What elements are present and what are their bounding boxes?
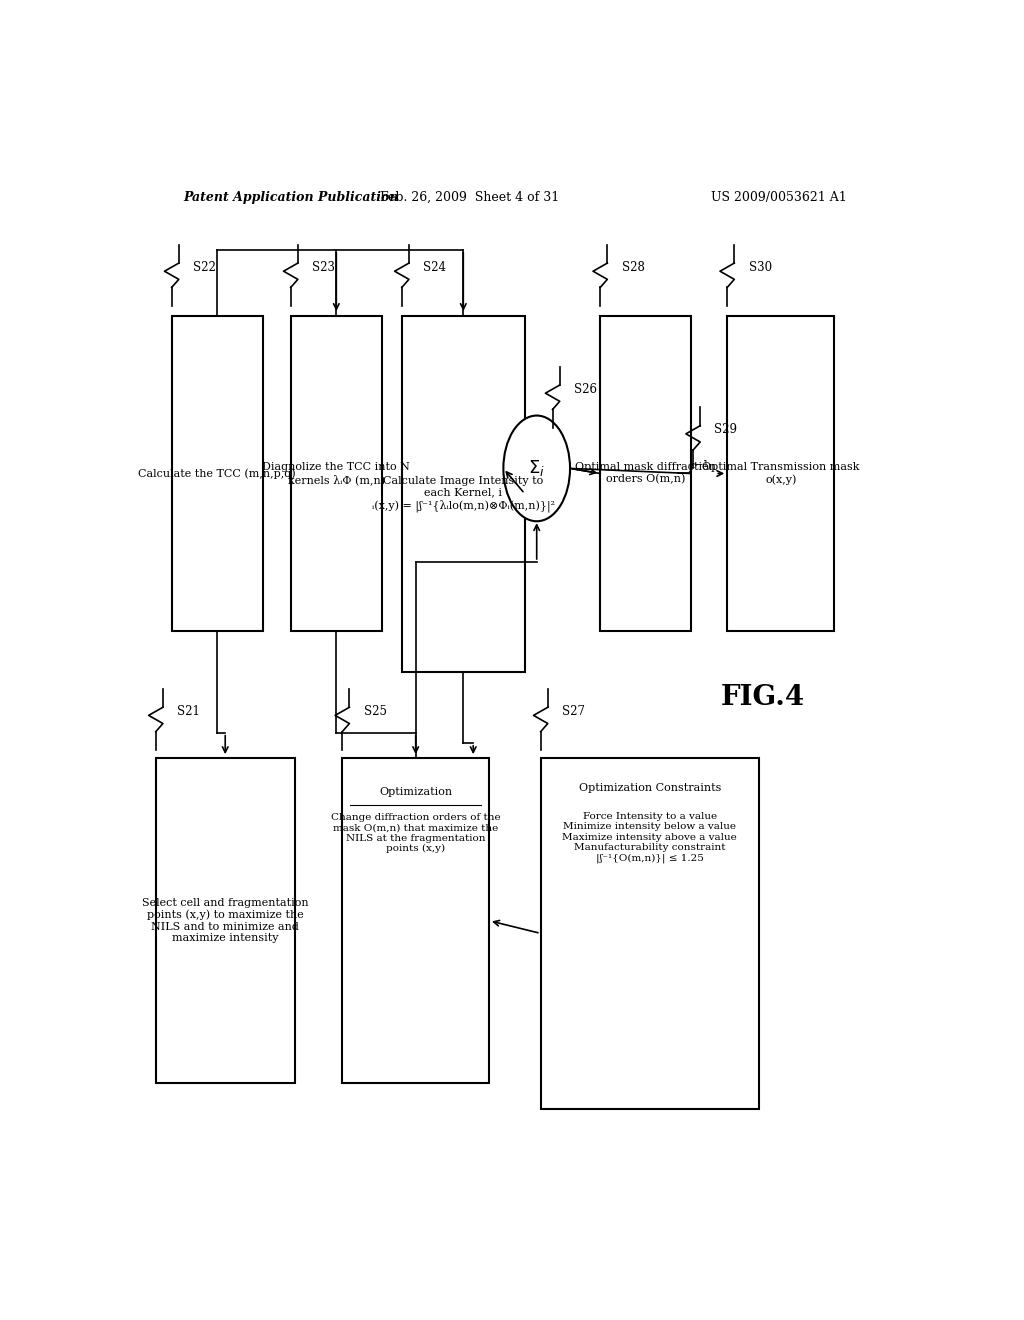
Text: $\Sigma_i$: $\Sigma_i$ (528, 458, 545, 478)
Text: Optimization Constraints: Optimization Constraints (579, 784, 721, 793)
Bar (541, 758, 759, 1109)
Text: S26: S26 (574, 383, 597, 396)
Text: S29: S29 (715, 424, 737, 437)
Text: S21: S21 (177, 705, 200, 718)
Bar (156, 758, 295, 1084)
Text: S24: S24 (423, 260, 446, 273)
Bar (727, 315, 835, 631)
Text: Optimization: Optimization (379, 787, 453, 796)
Text: US 2009/0053621 A1: US 2009/0053621 A1 (711, 190, 847, 203)
Bar (172, 315, 263, 631)
Text: Force Intensity to a value
Minimize intensity below a value
Maximize intensity a: Force Intensity to a value Minimize inte… (562, 812, 737, 863)
Text: Diagnolize the TCC into N
kernels λᵢΦ (m,n): Diagnolize the TCC into N kernels λᵢΦ (m… (262, 462, 411, 484)
Bar (342, 758, 489, 1084)
Text: S27: S27 (562, 705, 585, 718)
Bar (401, 315, 524, 672)
Text: Calculate Image Intensity to
each Kernel, i
ᵢ(x,y) = |ʃ⁻¹{λᵢlo(m,n)⊗Φᵢ(m,n)}|²: Calculate Image Intensity to each Kernel… (372, 477, 555, 512)
Text: Change diffraction orders of the
mask O(m,n) that maximize the
NILS at the fragm: Change diffraction orders of the mask O(… (331, 813, 501, 853)
Text: Select cell and fragmentation
points (x,y) to maximize the
NILS and to minimize : Select cell and fragmentation points (x,… (142, 898, 308, 944)
Text: S30: S30 (749, 260, 772, 273)
Ellipse shape (504, 416, 570, 521)
Text: Optimal Transmission mask
o(x,y): Optimal Transmission mask o(x,y) (702, 462, 859, 484)
Text: FIG.4: FIG.4 (721, 684, 805, 710)
Text: Optimal mask diffraction
orders O(m,n): Optimal mask diffraction orders O(m,n) (575, 462, 717, 484)
Bar (600, 315, 691, 631)
Bar (291, 315, 382, 631)
Text: S28: S28 (622, 260, 644, 273)
Text: S22: S22 (194, 260, 216, 273)
Text: Calculate the TCC (m,n,p,q): Calculate the TCC (m,n,p,q) (138, 469, 296, 479)
Text: Feb. 26, 2009  Sheet 4 of 31: Feb. 26, 2009 Sheet 4 of 31 (380, 190, 559, 203)
Text: S23: S23 (312, 260, 335, 273)
Text: S25: S25 (364, 705, 387, 718)
Text: Patent Application Publication: Patent Application Publication (183, 190, 399, 203)
Text: $\mathcal{F}^{-1}$: $\mathcal{F}^{-1}$ (687, 461, 709, 477)
